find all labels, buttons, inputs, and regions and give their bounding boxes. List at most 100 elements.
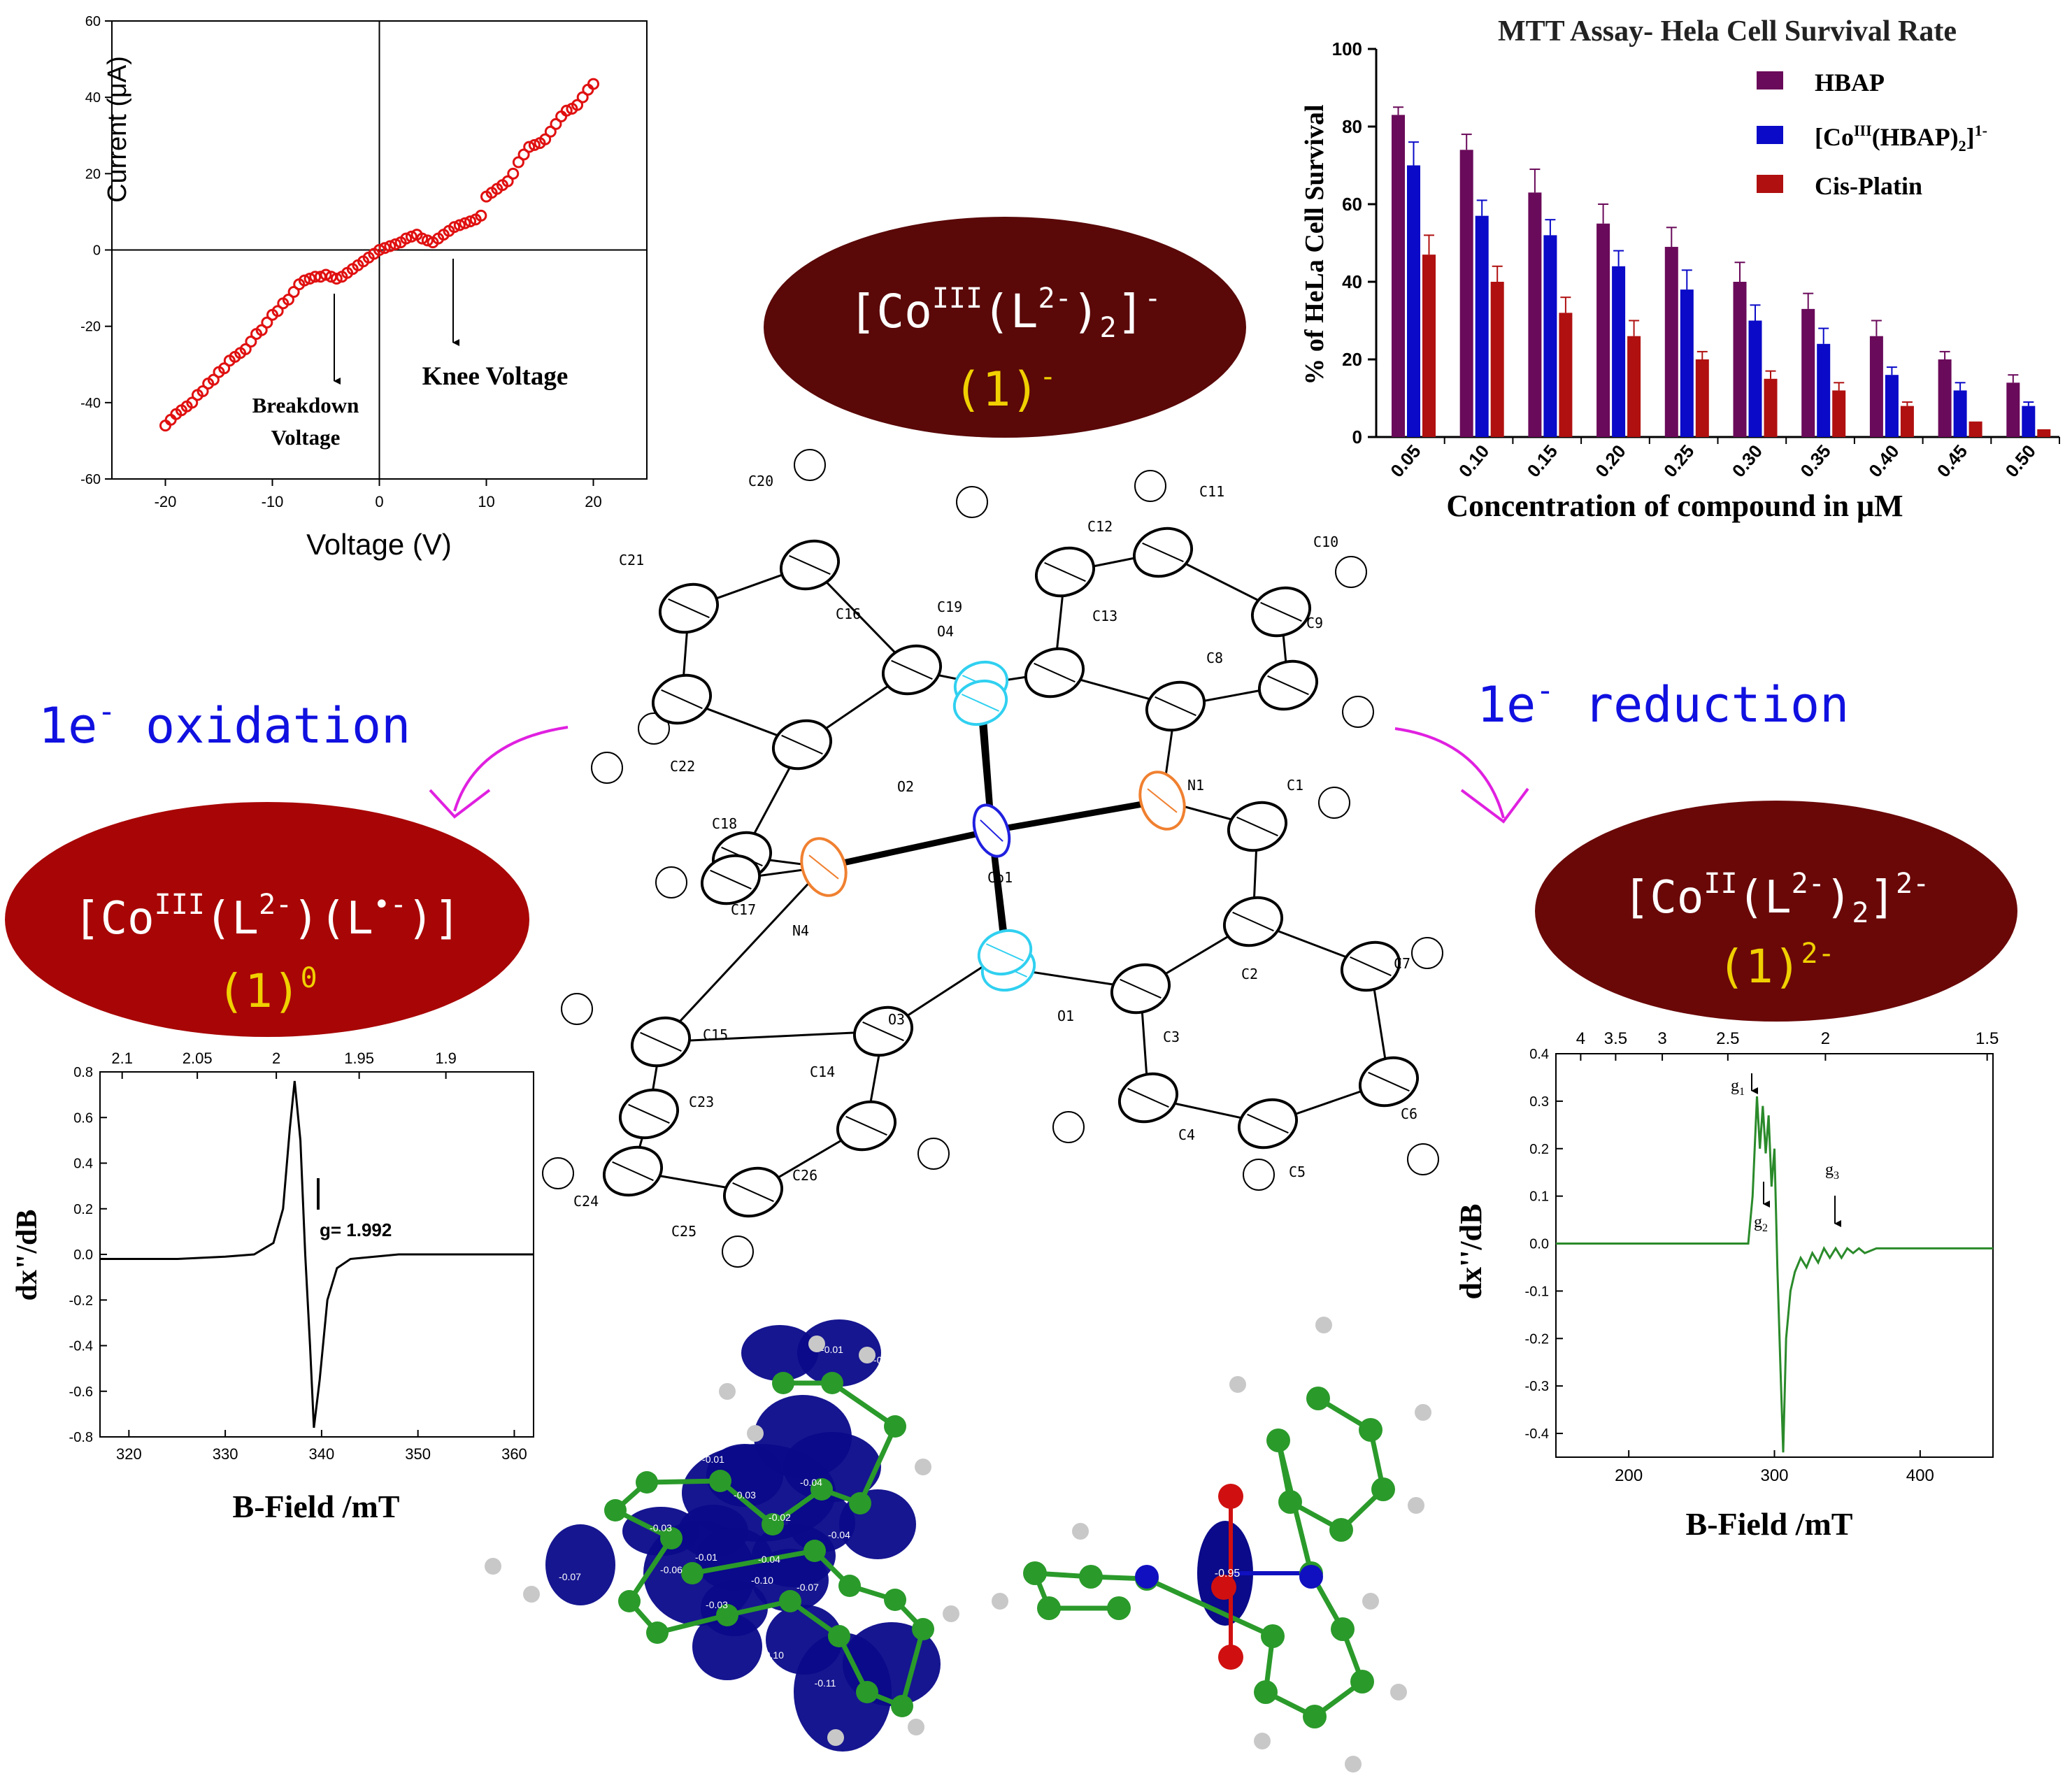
spin-carbon [849, 1492, 871, 1515]
crystal-atom-label: C25 [671, 1223, 696, 1240]
iv-point [464, 215, 477, 228]
spin-carbon [660, 1527, 683, 1549]
iv-point [400, 232, 413, 245]
crystal-atom-label: O1 [1057, 1008, 1074, 1024]
spin-carbon [912, 1618, 934, 1640]
spin-value: -0.07 [559, 1571, 581, 1582]
spin-value: -0.01 [695, 1552, 717, 1563]
epr-right-ytick-label: -0.1 [1525, 1284, 1549, 1299]
iv-point [207, 373, 220, 386]
spin-carbon [1359, 1418, 1382, 1442]
iv-point [384, 240, 396, 252]
mtt-bar [1664, 247, 1678, 437]
mtt-bar [1612, 266, 1626, 437]
spin-carbon [636, 1471, 658, 1494]
mtt-ytick-label: 80 [1342, 116, 1362, 137]
crystal-atom-axis [985, 943, 1024, 961]
spin-lobe [741, 1325, 818, 1381]
iv-point [282, 293, 294, 306]
crystal-atom-axis [845, 1115, 887, 1136]
epr-right-toptick-label: 2.5 [1716, 1029, 1739, 1048]
spin-bond [718, 1479, 775, 1526]
epr-right-ytick-label: 0.4 [1529, 1047, 1549, 1062]
spin-hydrogen [1408, 1497, 1424, 1514]
mtt-xtick-label: 0.15 [1523, 441, 1562, 481]
crystal-atom-label: C13 [1092, 608, 1117, 624]
spin-value: -0.02 [769, 1512, 791, 1523]
spin-hydrogen [485, 1558, 501, 1575]
spin-value: -0.04 [828, 1529, 850, 1540]
crystal-hydrogen [1134, 470, 1166, 502]
spin-hydrogen [1072, 1523, 1089, 1540]
crystal-bond [660, 1030, 884, 1043]
species-left-label: (1)0 [217, 962, 317, 1018]
iv-xtick-label: 10 [478, 493, 494, 510]
iv-point [544, 125, 557, 138]
crystal-atom-label: C5 [1289, 1163, 1306, 1180]
species-top-ellipse [764, 217, 1246, 438]
iv-point [309, 271, 322, 283]
crystal-atom-label: C9 [1306, 615, 1323, 631]
iv-point [560, 104, 573, 117]
spin-hydrogen [915, 1459, 931, 1475]
mtt-legend: HBAP [CoIII(HBAP)2]1- Cis-Platin [1757, 69, 1987, 200]
iv-xtick-label: -10 [262, 493, 284, 510]
crystal-hydrogen [1342, 696, 1374, 728]
mtt-ytick-label: 40 [1342, 271, 1362, 292]
spin-hydrogen [992, 1593, 1008, 1610]
spin-carbon [884, 1589, 906, 1611]
spin-oxygen [1211, 1575, 1236, 1600]
spin-value: -0.06 [660, 1564, 683, 1575]
crystal-atom-axis [961, 694, 1000, 712]
mtt-title: MTT Assay- Hela Cell Survival Rate [1498, 15, 1957, 48]
mtt-bar [1627, 336, 1641, 437]
spin-carbon [716, 1604, 738, 1626]
iv-ytick-label: 60 [85, 14, 101, 29]
iv-ytick-label: 40 [85, 90, 101, 106]
iv-point [576, 91, 589, 103]
spin-nitrogen [1135, 1565, 1159, 1589]
mtt-xtick-label: 0.35 [1796, 441, 1835, 481]
crystal-atom-label: O3 [888, 1011, 905, 1028]
crystal-atom-axis [1236, 816, 1278, 837]
iv-ytick-label: -60 [80, 472, 101, 487]
spin-carbon [618, 1590, 641, 1612]
crystal-atom-axis [1267, 675, 1309, 696]
crystal-atom-axis [891, 659, 933, 680]
spin-hydrogen [1390, 1684, 1407, 1700]
epr-left-ytick-label: -0.8 [69, 1430, 93, 1445]
crystal-atom-label: O4 [937, 623, 954, 640]
iv-ytick-label: -40 [80, 396, 101, 411]
crystal-hydrogen [1243, 1159, 1275, 1191]
crystal-structure: C20 C21 C16 C19 O4 C12 C11 C10 C13 C9 C8 C22 C18 O2 N1… [542, 449, 1443, 1268]
spin-carbon [709, 1470, 731, 1492]
species-top: [CoIII(L2-)2]- (1)- [764, 217, 1246, 438]
mtt-bar [1528, 192, 1542, 437]
iv-point [475, 209, 487, 222]
iv-point [261, 316, 273, 329]
crystal-hydrogen [1411, 937, 1443, 969]
spin-hydrogen [859, 1347, 876, 1363]
spin-oxygen [1218, 1484, 1243, 1509]
crystal-atom-axis [781, 734, 823, 755]
epr-left-ylabel: dx"/dB [11, 1210, 43, 1301]
mtt-bar [1869, 336, 1883, 437]
mtt-xtick-label: 0.30 [1728, 441, 1767, 481]
iv-point [303, 272, 316, 285]
mtt-bar [1559, 313, 1573, 437]
mtt-bar [1543, 235, 1557, 437]
spin-hydrogen [719, 1383, 736, 1400]
mtt-chart: MTT Assay- Hela Cell Survival Rate 0 20 40… [1300, 15, 2060, 523]
spin-bond [627, 1537, 673, 1603]
crystal-atom-axis [640, 1031, 682, 1052]
mtt-ytick-label: 20 [1342, 349, 1362, 370]
mtt-bar [2006, 382, 2020, 437]
spin-carbon [1350, 1670, 1374, 1694]
crystal-atom-axis [1127, 1087, 1169, 1108]
spin-value: -0.01 [702, 1454, 724, 1465]
spin-carbon [1278, 1490, 1302, 1514]
crystal-atom-label: C10 [1313, 534, 1338, 550]
spin-value: -0.03 [706, 1599, 728, 1610]
species-right-label: (1)2- [1717, 938, 1834, 994]
epr-left-g-label: g= 1.992 [320, 1219, 392, 1240]
